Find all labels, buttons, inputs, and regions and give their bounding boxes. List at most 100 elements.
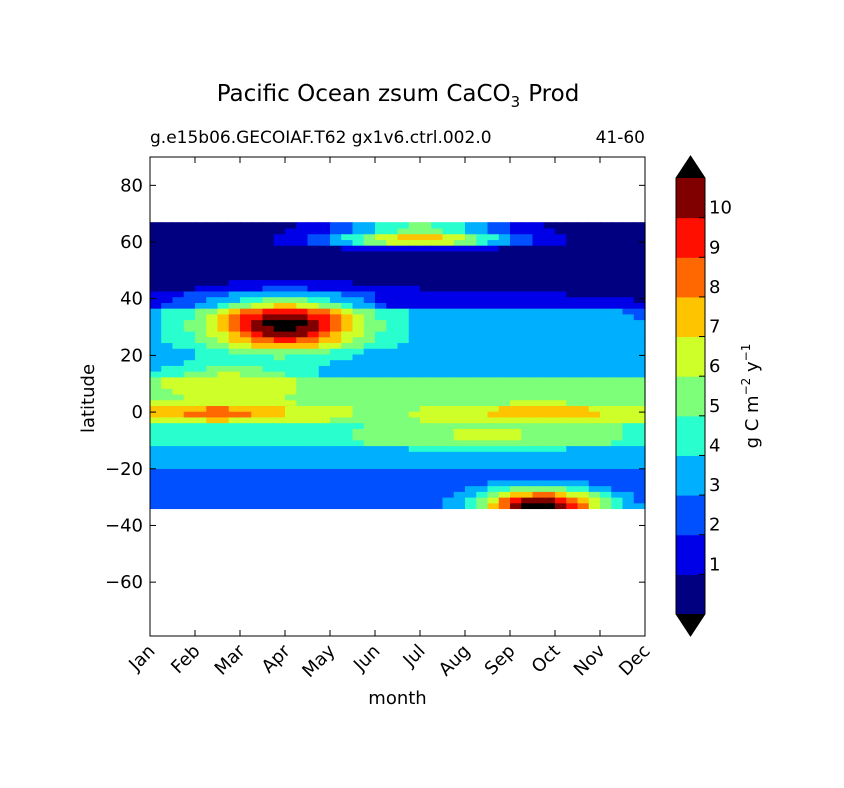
heatmap-cell [341, 388, 354, 395]
heatmap-cell [453, 239, 466, 246]
heatmap-cell [150, 313, 162, 321]
heatmap-cell [161, 348, 174, 355]
heatmap-cell [431, 330, 444, 338]
heatmap-cell [330, 290, 342, 298]
heatmap-cell [476, 319, 489, 326]
heatmap-cell [487, 227, 500, 235]
heatmap-cell [318, 256, 331, 263]
heatmap-cell [622, 462, 635, 469]
heatmap-cell [408, 382, 421, 389]
heatmap-cell [588, 285, 601, 292]
heatmap-cell [285, 399, 297, 406]
heatmap-cell [532, 342, 545, 349]
heatmap-cell [262, 439, 275, 447]
heatmap-cell [600, 451, 612, 458]
heatmap-cell [228, 382, 241, 389]
heatmap-cell [510, 222, 522, 229]
heatmap-cell [273, 497, 286, 504]
heatmap-cell [161, 353, 174, 361]
heatmap-cell [206, 456, 219, 464]
heatmap-cell [555, 302, 567, 309]
heatmap-cell [285, 336, 297, 344]
heatmap-cell [352, 371, 365, 378]
heatmap-cell [307, 491, 320, 498]
heatmap-cell [307, 468, 320, 475]
heatmap-cell [453, 319, 466, 326]
heatmap-cell [588, 308, 601, 315]
heatmap-cell [172, 290, 185, 298]
heatmap-cell [431, 393, 444, 401]
heatmap-cell [352, 399, 365, 406]
heatmap-cell [442, 285, 455, 292]
heatmap-cell [195, 371, 207, 378]
heatmap-cell [285, 262, 297, 269]
heatmap-cell [183, 376, 196, 384]
heatmap-cell [521, 267, 534, 275]
heatmap-cell [363, 416, 376, 424]
heatmap-cell [251, 353, 264, 361]
heatmap-cell [228, 451, 241, 458]
heatmap-cell [397, 285, 410, 292]
heatmap-cell [476, 411, 489, 418]
heatmap-cell [420, 233, 432, 240]
heatmap-cell [273, 474, 286, 481]
heatmap-cell [285, 428, 297, 435]
heatmap-cell [273, 325, 286, 332]
colorbar-segment [676, 257, 705, 298]
heatmap-cell [521, 416, 534, 424]
heatmap-cell [611, 313, 624, 321]
heatmap-cell [375, 382, 387, 389]
heatmap-cell [555, 227, 567, 235]
heatmap-cell [588, 393, 601, 401]
heatmap-cell [431, 411, 444, 418]
plot-area [149, 156, 646, 637]
heatmap-cell [453, 227, 466, 235]
heatmap-cell [318, 434, 331, 441]
heatmap-cell [555, 491, 567, 498]
heatmap-cell [251, 399, 264, 406]
heatmap-cell [262, 382, 275, 389]
heatmap-cell [228, 416, 241, 424]
heatmap-cell [307, 451, 320, 458]
heatmap-cell [555, 325, 567, 332]
heatmap-cell [183, 422, 196, 429]
heatmap-cell [296, 285, 309, 292]
heatmap-cell [363, 336, 376, 344]
heatmap-cell [240, 319, 252, 326]
heatmap-cell [543, 497, 556, 504]
heatmap-cell [588, 319, 601, 326]
heatmap-cell [183, 353, 196, 361]
heatmap-cell [228, 342, 241, 349]
heatmap-cell [397, 497, 410, 504]
heatmap-cell [341, 348, 354, 355]
heatmap-cell [408, 439, 421, 447]
heatmap-cell [408, 434, 421, 441]
heatmap-cell [487, 262, 500, 269]
heatmap-cell [408, 371, 421, 378]
heatmap-cell [397, 376, 410, 384]
heatmap-cell [330, 376, 342, 384]
heatmap-cell [206, 479, 219, 487]
heatmap-cell [521, 428, 534, 435]
heatmap-cell [341, 365, 354, 372]
heatmap-cell [262, 479, 275, 487]
heatmap-cell [555, 456, 567, 464]
heatmap-cell [240, 336, 252, 344]
heatmap-cell [600, 285, 612, 292]
heatmap-cell [195, 239, 207, 246]
heatmap-cell [363, 227, 376, 235]
heatmap-cell [487, 353, 500, 361]
heatmap-cell [442, 405, 455, 412]
heatmap-cell [273, 336, 286, 344]
heatmap-cell [453, 256, 466, 263]
heatmap-cell [566, 227, 579, 235]
heatmap-cell [240, 497, 252, 504]
heatmap-cell [397, 416, 410, 424]
heatmap-cell [600, 290, 612, 298]
heatmap-cell [386, 411, 399, 418]
heatmap-cell [566, 497, 579, 504]
heatmap-cell [420, 308, 432, 315]
heatmap-cell [431, 468, 444, 475]
heatmap-cell [318, 313, 331, 321]
heatmap-cell [273, 330, 286, 338]
